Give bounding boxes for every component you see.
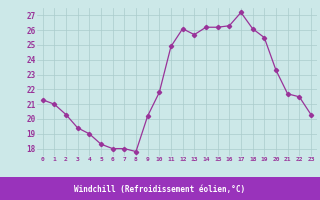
Text: Windchill (Refroidissement éolien,°C): Windchill (Refroidissement éolien,°C) (75, 185, 245, 194)
